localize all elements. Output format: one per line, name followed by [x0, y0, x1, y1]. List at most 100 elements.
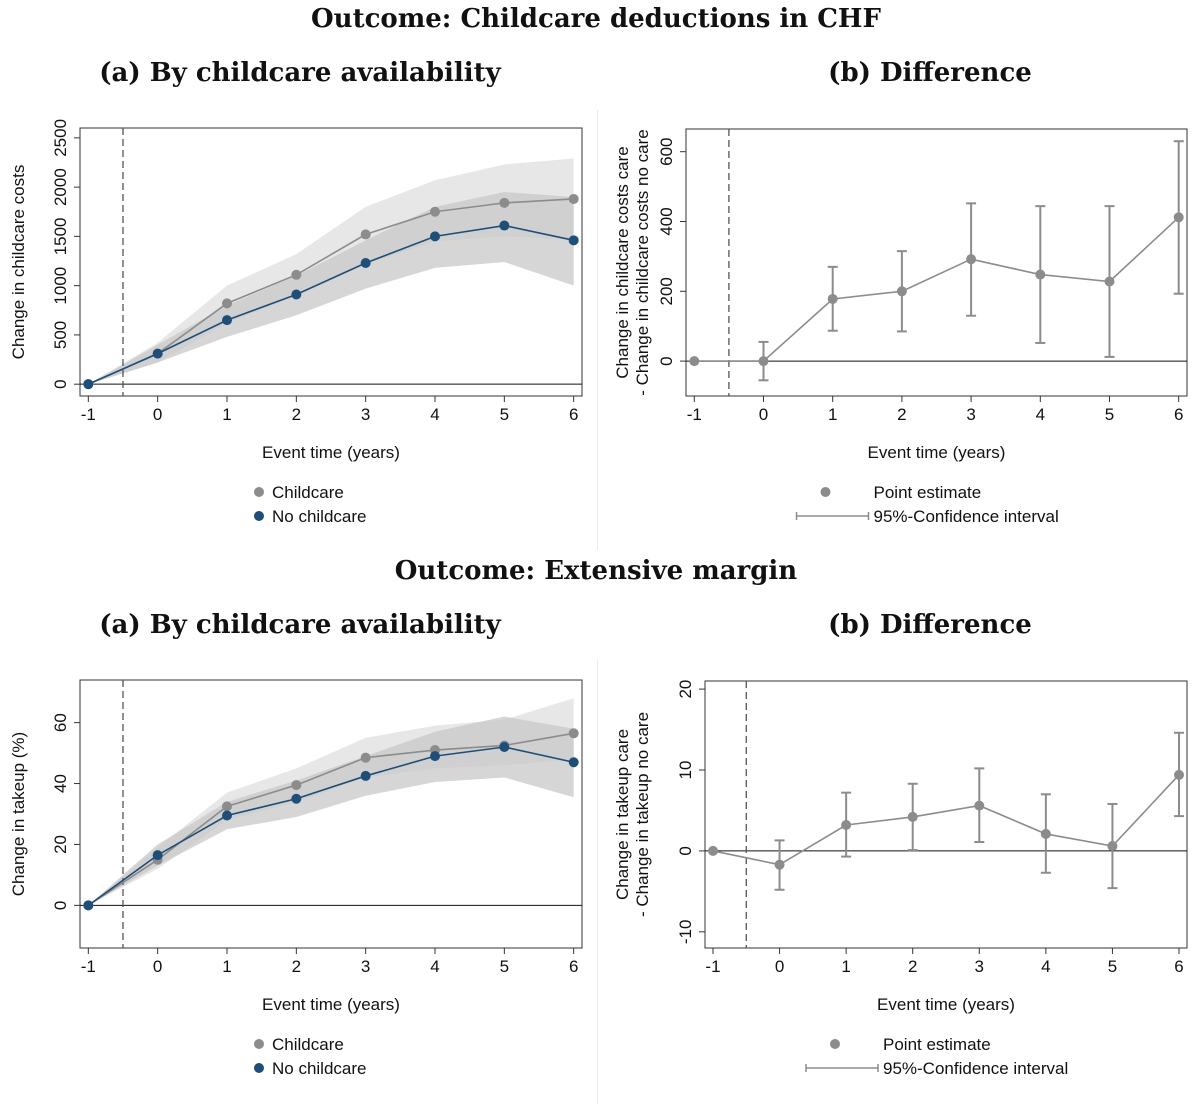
difference-line: [694, 216, 1180, 362]
difference-point: [1174, 769, 1185, 780]
y-tick-label: 1500: [51, 217, 70, 255]
difference-point: [1173, 212, 1184, 223]
difference-point: [966, 254, 977, 265]
y-axis-label: Change in takeup care: [613, 729, 632, 900]
x-tick-label: 1: [222, 957, 231, 976]
x-tick-label: -1: [687, 405, 702, 424]
x-tick-label: 2: [908, 957, 917, 976]
difference-point: [827, 293, 838, 304]
y-axis-label: Change in childcare costs care: [613, 146, 632, 378]
series-childcare-point: [499, 197, 510, 208]
x-tick-label: 0: [153, 957, 162, 976]
x-axis-label: Event time (years): [868, 443, 1006, 462]
x-tick-label: 2: [897, 405, 906, 424]
difference-point: [758, 356, 769, 367]
x-tick-label: 3: [361, 957, 370, 976]
difference-point: [907, 811, 918, 822]
y-tick-label: 10: [676, 761, 695, 780]
legend-label-point: Point estimate: [883, 1035, 991, 1054]
x-tick-label: 3: [966, 405, 975, 424]
panel-title-a-bottom: (a) By childcare availability: [99, 610, 501, 640]
difference-line: [712, 774, 1180, 866]
series-childcare-point: [568, 193, 579, 204]
x-tick-label: 2: [292, 405, 301, 424]
y-axis-label-2: - Change in childcare costs no care: [633, 129, 652, 395]
y-tick-label: 0: [51, 901, 70, 910]
y-tick-label: 2000: [51, 168, 70, 206]
x-tick-label: 5: [500, 957, 509, 976]
series-no-childcare-point: [291, 289, 302, 300]
difference-point: [1040, 828, 1051, 839]
y-tick-label: 60: [51, 713, 70, 732]
legend-label-no-childcare: No childcare: [272, 1059, 367, 1078]
y-tick-label: 2500: [51, 119, 70, 157]
series-childcare-point: [291, 780, 302, 791]
series-no-childcare-point: [221, 315, 232, 326]
difference-point: [707, 845, 718, 856]
series-no-childcare-point: [83, 379, 94, 390]
legend-marker-no-childcare: [254, 1063, 264, 1073]
plot-frame: [685, 128, 1188, 397]
series-no-childcare-point: [430, 231, 441, 242]
x-tick-label: 5: [500, 405, 509, 424]
series-childcare-line: [87, 732, 574, 907]
series-no-childcare-point: [360, 770, 371, 781]
x-tick-label: 5: [1108, 957, 1117, 976]
x-axis-label: Event time (years): [262, 443, 400, 462]
series-no-childcare-point: [568, 235, 579, 246]
panel-title-b-top: (b) Difference: [828, 58, 1032, 88]
y-tick-label: 500: [51, 321, 70, 349]
x-tick-label: 1: [222, 405, 231, 424]
y-tick-label: 40: [51, 774, 70, 793]
x-tick-label: 6: [569, 957, 578, 976]
difference-point: [974, 800, 985, 811]
panel-divider-top: [597, 110, 598, 550]
x-tick-label: 3: [361, 405, 370, 424]
x-axis-label: Event time (years): [877, 995, 1015, 1014]
series-no-childcare-point: [568, 757, 579, 768]
x-tick-label: -1: [81, 957, 96, 976]
legend-label-childcare: Childcare: [272, 1035, 344, 1054]
series-childcare-point: [430, 206, 441, 217]
legend-label-ci: 95%-Confidence interval: [874, 507, 1059, 526]
x-tick-label: 4: [1041, 957, 1050, 976]
y-tick-label: 400: [657, 207, 676, 235]
series-childcare-line: [87, 198, 574, 385]
y-tick-label: 200: [657, 277, 676, 305]
x-tick-label: 0: [775, 957, 784, 976]
chart-panel-top-right: -1 0 1 2 3 4 5 6 0 200 400 600 Event time (years) Cha…: [613, 128, 1188, 526]
x-tick-label: 1: [828, 405, 837, 424]
y-axis-label: Change in childcare costs: [9, 165, 28, 360]
series-no-childcare-point: [430, 751, 441, 762]
series-no-childcare-point: [152, 348, 163, 359]
y-tick-label: 20: [51, 835, 70, 854]
y-tick-label: -10: [676, 920, 695, 945]
legend-marker-childcare: [254, 487, 264, 497]
series-no-childcare-point: [291, 793, 302, 804]
x-tick-label: 4: [430, 957, 439, 976]
series-no-childcare-line: [87, 746, 574, 907]
series-no-childcare-point: [499, 220, 510, 231]
y-tick-label: 1000: [51, 267, 70, 305]
ci-band-no-childcare: [88, 192, 574, 385]
series-no-childcare-point: [221, 810, 232, 821]
plot-frame: [79, 679, 583, 949]
y-tick-label: 0: [676, 846, 695, 855]
x-tick-label: 6: [1174, 405, 1183, 424]
legend-marker-no-childcare: [254, 511, 264, 521]
y-tick-label: 600: [657, 137, 676, 165]
legend-marker-point: [820, 487, 831, 497]
x-tick-label: -1: [81, 405, 96, 424]
difference-point: [841, 820, 852, 831]
legend-label-ci: 95%-Confidence interval: [883, 1059, 1068, 1078]
legend-marker-point: [830, 1039, 840, 1049]
series-childcare-point: [568, 728, 579, 739]
legend-label-childcare: Childcare: [272, 483, 344, 502]
x-tick-label: -1: [705, 957, 720, 976]
series-childcare-point: [221, 801, 232, 812]
y-axis-label-2: - Change in takeup no care: [633, 712, 652, 917]
ci-band-no-childcare: [88, 716, 574, 906]
